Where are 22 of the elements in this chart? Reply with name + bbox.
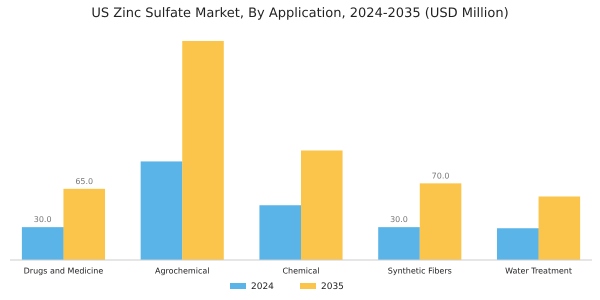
bar [301,150,343,260]
chart-title: US Zinc Sulfate Market, By Application, 2024-2035 (USD Million) [91,6,509,21]
bar [538,196,580,260]
bar [22,227,64,260]
bar [378,227,420,260]
x-tick-label: Chemical [282,266,320,276]
x-tick-label: Synthetic Fibers [388,266,452,276]
x-tick-label: Drugs and Medicine [24,266,104,276]
x-tick-label: Water Treatment [505,266,572,276]
data-label: 30.0 [390,215,408,224]
bar [259,205,301,260]
data-label: 65.0 [75,176,94,186]
x-tick-label: Agrochemical [154,266,210,276]
bar [182,40,224,260]
data-label: 30.0 [34,215,52,224]
bar [140,161,182,260]
bar [496,228,539,260]
bar [420,183,462,260]
legend-label: 2035 [321,282,344,292]
bar [63,188,106,260]
data-label: 70.0 [432,171,450,180]
legend-label: 2024 [251,282,274,292]
